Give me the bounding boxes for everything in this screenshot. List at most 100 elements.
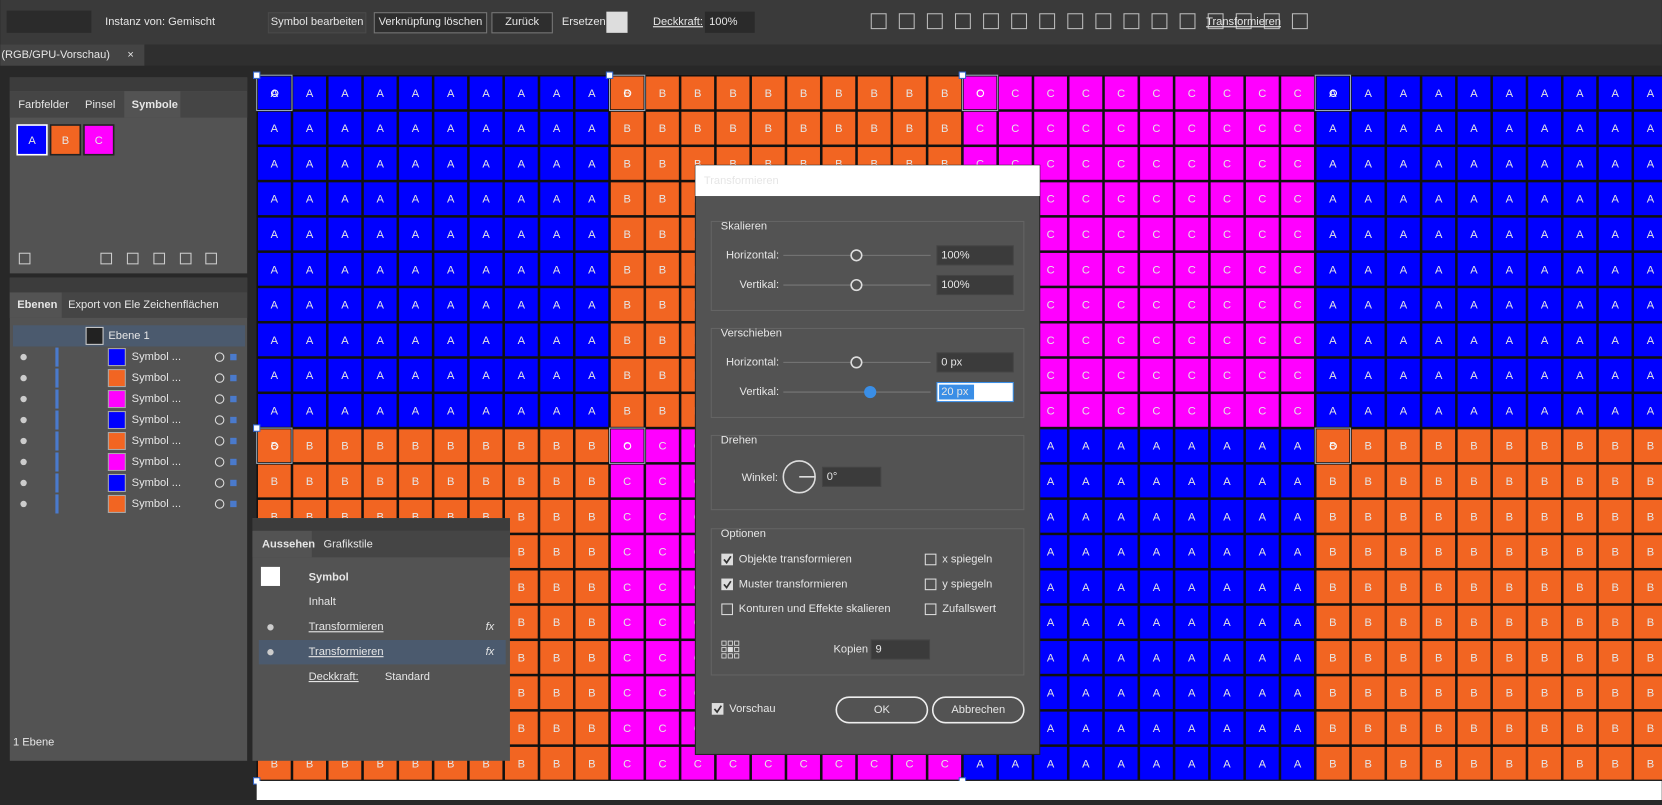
fx-icon[interactable]: fx [486, 621, 495, 633]
visibility-eye[interactable] [20, 416, 27, 424]
reference-point[interactable] [734, 653, 740, 659]
value-field[interactable] [936, 245, 1014, 266]
opacity-link[interactable]: Deckkraft: [309, 671, 359, 683]
panel-tab[interactable]: Grafikstile [323, 539, 372, 551]
break-link-button[interactable]: Verknüpfung löschen [379, 16, 483, 28]
field-value[interactable]: 100% [941, 249, 970, 261]
target[interactable] [214, 499, 225, 509]
panel-tab[interactable]: Zeichenflächen [143, 299, 218, 311]
layer-item[interactable]: Symbol ... [132, 498, 181, 510]
reset-button[interactable]: Zurück [505, 16, 539, 28]
panel-tab[interactable]: Ebenen [17, 299, 57, 311]
checkbox-label[interactable]: y spiegeln [942, 578, 992, 590]
panel-tab[interactable]: Export von Ele [68, 299, 140, 311]
field-value[interactable]: 9 [876, 643, 882, 655]
layer-item[interactable]: Symbol ... [132, 477, 181, 489]
layer-item[interactable]: Symbol ... [132, 435, 181, 447]
target[interactable] [214, 436, 225, 446]
symbol-swatch[interactable] [83, 124, 115, 156]
layer-item[interactable]: Symbol ... [132, 351, 181, 363]
effect-link[interactable]: Transformieren [309, 646, 384, 658]
field-value[interactable]: 0 px [941, 356, 962, 368]
layer-name[interactable]: Ebene 1 [108, 330, 149, 342]
panel-icon[interactable] [179, 252, 192, 265]
align-icon[interactable] [898, 13, 915, 30]
visibility-eye[interactable] [20, 479, 27, 487]
checkbox[interactable] [711, 703, 724, 715]
visibility-eye[interactable] [267, 649, 274, 656]
checkbox-label[interactable]: Muster transformieren [739, 578, 848, 590]
align-icon[interactable] [954, 13, 971, 30]
opacity-label[interactable]: Deckkraft: [653, 16, 703, 28]
align-icon[interactable] [1123, 13, 1140, 30]
slider-thumb[interactable] [850, 278, 863, 292]
bounding-handle[interactable] [252, 71, 261, 79]
target[interactable] [214, 478, 225, 488]
effect-link[interactable]: Transformieren [309, 621, 384, 633]
panel-icon[interactable] [205, 252, 217, 265]
reference-point[interactable] [727, 646, 733, 653]
visibility-eye[interactable] [20, 437, 27, 445]
preview-label[interactable]: Vorschau [729, 703, 775, 715]
reference-point[interactable] [734, 646, 740, 653]
align-icon[interactable] [1151, 13, 1168, 30]
bounding-handle[interactable] [958, 71, 967, 79]
panel-tab[interactable]: Farbfelder [18, 99, 69, 111]
panel-tab[interactable]: Pinsel [85, 99, 115, 111]
visibility-eye[interactable] [20, 353, 27, 361]
reference-point[interactable] [721, 640, 727, 646]
button[interactable] [267, 12, 367, 34]
align-icon[interactable] [1207, 13, 1224, 30]
align-icon[interactable] [1235, 13, 1252, 30]
value-field[interactable] [870, 639, 931, 660]
field-value[interactable]: 100% [941, 279, 970, 291]
align-icon[interactable] [1039, 13, 1056, 30]
checkbox-label[interactable]: x spiegeln [942, 553, 992, 565]
opacity-value[interactable]: 100% [709, 16, 738, 28]
document-tab[interactable] [0, 44, 145, 66]
value-field[interactable] [936, 274, 1014, 296]
align-icon[interactable] [1291, 13, 1308, 30]
layer-item[interactable]: Symbol ... [132, 414, 181, 426]
replace-swatch[interactable] [606, 11, 628, 33]
reference-point[interactable] [721, 653, 727, 659]
align-icon[interactable] [1067, 13, 1084, 30]
panel-icon[interactable] [18, 252, 31, 265]
align-icon[interactable] [1179, 13, 1196, 30]
field-value[interactable]: 20 px [941, 386, 969, 398]
checkbox[interactable] [721, 553, 733, 566]
checkbox[interactable] [721, 603, 733, 616]
align-icon[interactable] [870, 13, 887, 30]
slider-thumb[interactable] [864, 385, 877, 399]
visibility-eye[interactable] [20, 458, 27, 466]
edit-symbol-button[interactable]: Symbol bearbeiten [271, 16, 364, 28]
field-value[interactable]: 0° [827, 471, 838, 483]
panel-tab[interactable]: Aussehen [262, 539, 315, 551]
bounding-handle[interactable] [605, 71, 614, 79]
panel-tab[interactable]: Symbole [132, 99, 178, 111]
layer-item[interactable]: Symbol ... [132, 456, 181, 468]
slider-thumb[interactable] [850, 356, 863, 369]
cancel-button[interactable]: Abbrechen [951, 704, 1005, 716]
visibility-eye[interactable] [267, 624, 274, 631]
align-icon[interactable] [1095, 13, 1112, 30]
button[interactable] [491, 12, 553, 34]
fx-icon[interactable]: fx [486, 646, 495, 658]
checkbox-label[interactable]: Konturen und Effekte skalieren [739, 603, 891, 615]
reference-point[interactable] [727, 653, 733, 659]
value-field[interactable] [936, 352, 1014, 373]
symbol-swatch[interactable] [16, 124, 48, 156]
target[interactable] [214, 394, 225, 404]
appearance-content[interactable]: Inhalt [309, 596, 336, 608]
bounding-handle[interactable] [252, 424, 261, 432]
target[interactable] [214, 415, 225, 425]
layer-item[interactable]: Symbol ... [132, 393, 181, 405]
panel-icon[interactable] [153, 252, 166, 265]
target[interactable] [214, 352, 225, 362]
panel-icon[interactable] [126, 252, 139, 265]
dialog-button[interactable] [931, 696, 1025, 724]
panel-icon[interactable] [100, 252, 113, 265]
target[interactable] [214, 457, 225, 467]
visibility-eye[interactable] [20, 374, 27, 382]
value-field[interactable] [821, 466, 882, 487]
